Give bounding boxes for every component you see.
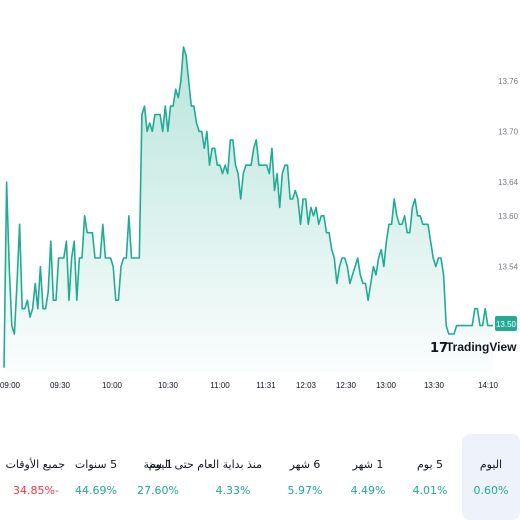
x-tick-label: 13:30 — [424, 381, 445, 390]
current-price-label: 13.50 — [495, 316, 517, 331]
period-tab[interactable]: جميع الأوقات 34.85%- — [5, 434, 65, 520]
x-tick-label: 10:00 — [102, 381, 123, 390]
y-tick-label: 13.54 — [498, 263, 519, 272]
y-axis: 13.54 13.60 13.64 13.70 13.76 — [498, 77, 519, 272]
period-label: 6 شهر — [289, 458, 321, 471]
x-tick-label: 09:00 — [0, 381, 21, 390]
price-area — [4, 47, 493, 372]
tradingview-logo-icon: 17 — [430, 341, 448, 356]
period-tab[interactable]: 5 سنوات 44.69% — [67, 434, 125, 520]
y-tick-label: 13.60 — [498, 212, 519, 221]
period-tab[interactable]: 6 شهر 5.97% — [276, 434, 334, 520]
price-chart[interactable]: 13.54 13.60 13.64 13.70 13.76 09:00 09:30 10:0… — [0, 0, 520, 400]
y-tick-label: 13.70 — [498, 127, 519, 136]
price-line — [3, 46, 493, 368]
period-label: جميع الأوقات — [5, 458, 65, 471]
x-tick-label: 10:30 — [158, 381, 179, 390]
period-change-value: 4.01% — [412, 484, 448, 497]
current-price-badge — [495, 316, 517, 331]
period-change-value: 44.69% — [75, 484, 117, 497]
period-change-value: 34.85%- — [13, 484, 59, 497]
period-label: 1 سنة — [143, 458, 173, 471]
period-tab[interactable]: منذ بداية العام حتى اليوم 4.33% — [148, 434, 262, 520]
x-tick-label: 12:03 — [296, 381, 317, 390]
period-label: 5 يوم — [416, 458, 444, 471]
performance-period-bar: جميع الأوقات 34.85%- 5 سنوات 44.69% 1 سنة 27.… — [0, 434, 520, 520]
period-label: 1 شهر — [352, 458, 384, 471]
tradingview-logo-text: TradingView — [446, 340, 517, 354]
period-change-value: 0.60% — [473, 484, 509, 497]
period-label: 5 سنوات — [74, 458, 118, 471]
y-tick-label: 13.64 — [498, 178, 519, 187]
y-tick-label: 13.76 — [498, 77, 519, 86]
x-tick-label: 13:00 — [376, 381, 397, 390]
x-tick-label: 09:30 — [50, 381, 71, 390]
period-tab[interactable]: اليوم 0.60% — [462, 434, 520, 520]
period-label: اليوم — [479, 458, 503, 471]
x-tick-label: 11:00 — [210, 381, 230, 390]
period-label: منذ بداية العام حتى اليوم — [148, 458, 262, 471]
period-tab[interactable]: 1 سنة 27.60% — [129, 434, 187, 520]
period-change-value: 5.97% — [287, 484, 323, 497]
x-axis: 09:00 09:30 10:00 10:30 11:00 11:31 12:03 12:30… — [0, 381, 499, 390]
period-change-value: 4.33% — [215, 484, 251, 497]
period-change-value: 4.49% — [350, 484, 386, 497]
period-change-value: 27.60% — [137, 484, 179, 497]
tradingview-logo[interactable]: 17 TradingView — [430, 340, 517, 356]
current-price-value: 13.50 — [496, 320, 517, 329]
period-tab[interactable]: 1 شهر 4.49% — [339, 434, 397, 520]
x-tick-label: 14:10 — [478, 381, 499, 390]
period-tab[interactable]: 5 يوم 4.01% — [401, 434, 459, 520]
x-tick-label: 11:31 — [256, 381, 276, 390]
x-tick-label: 12:30 — [336, 381, 357, 390]
